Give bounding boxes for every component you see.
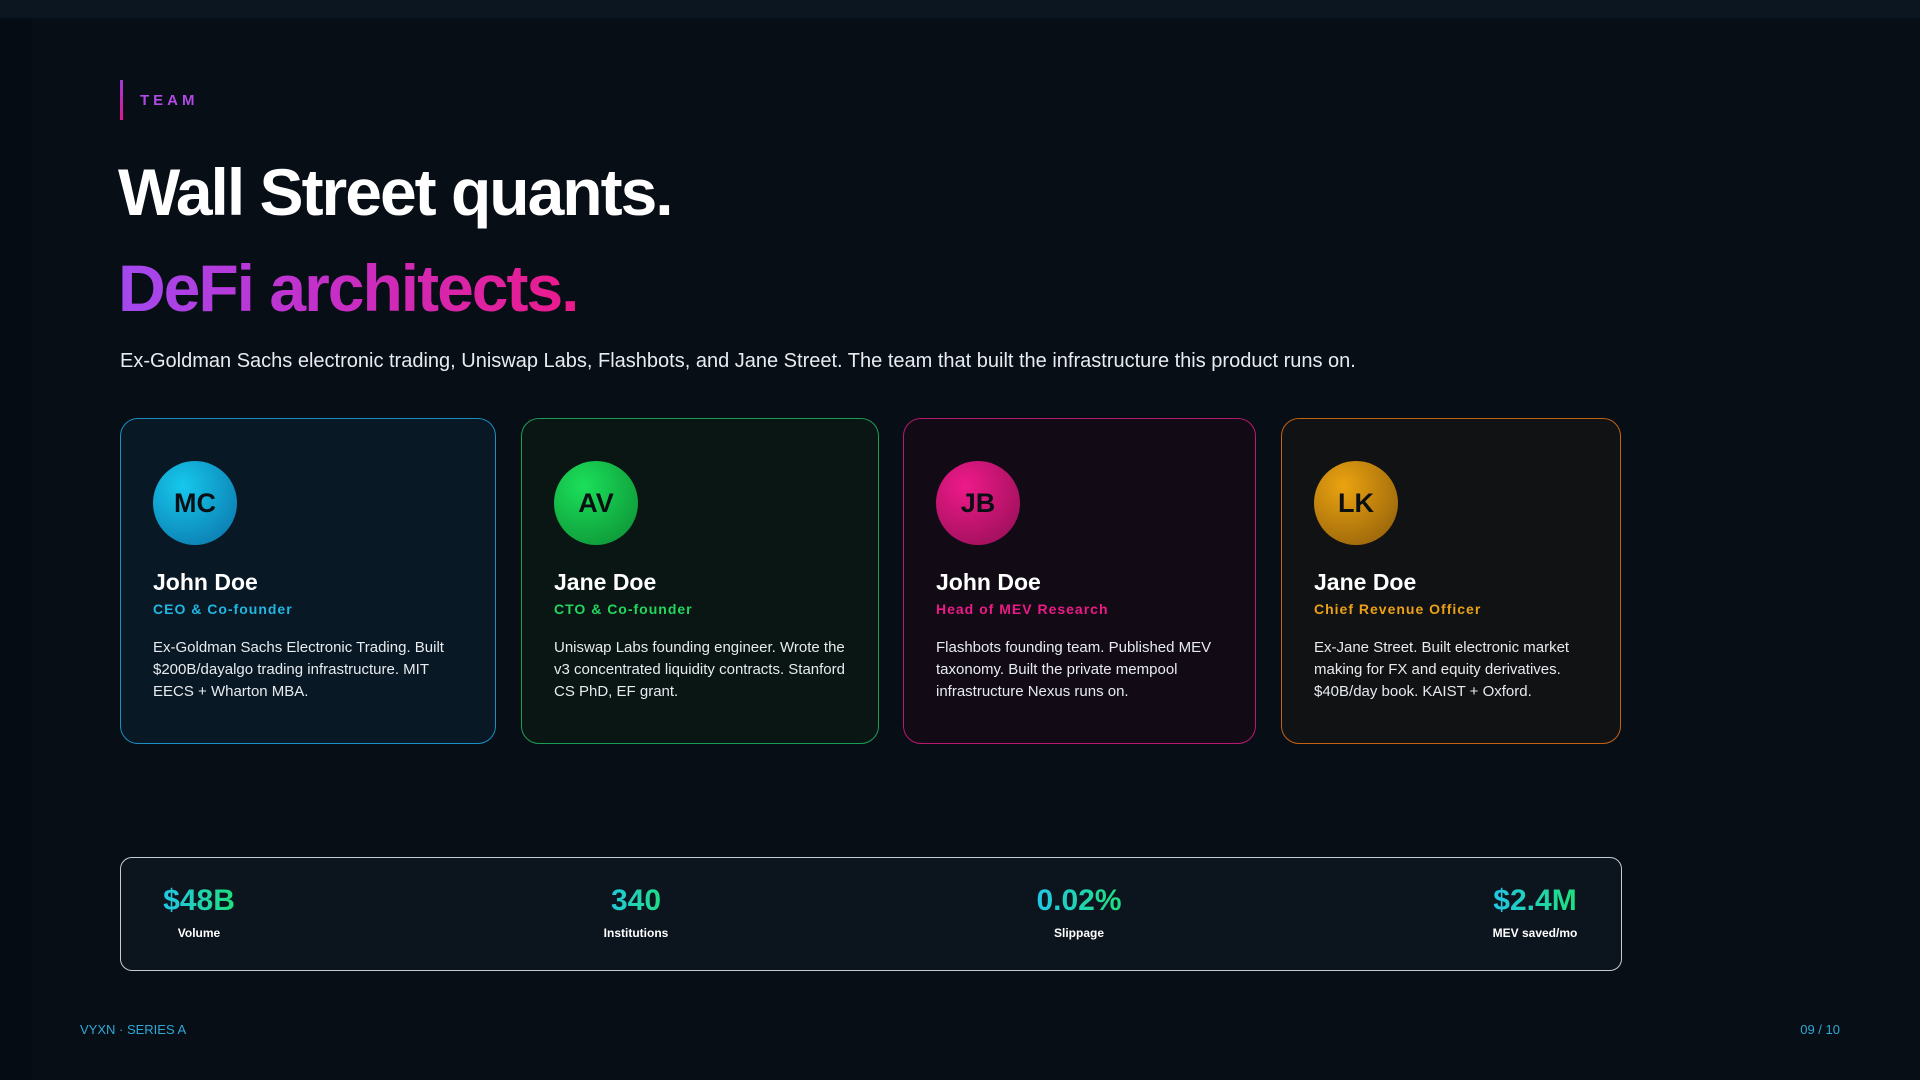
member-name: John Doe [936, 569, 1041, 595]
stat-slippage: 0.02% Slippage [1036, 882, 1121, 940]
section-eyebrow: TEAM [120, 80, 199, 120]
member-role: Head of MEV Research [936, 601, 1109, 617]
stat-value: 340 [604, 882, 669, 920]
member-name: Jane Doe [1314, 569, 1417, 595]
stat-mev-saved: $2.4M MEV saved/mo [1493, 882, 1578, 940]
lede-text: Ex-Goldman Sachs electronic trading, Uni… [120, 350, 1356, 372]
member-bio: Flashbots founding team. Published MEV t… [936, 639, 1212, 700]
stat-label: Slippage [1053, 926, 1105, 940]
member-role: CTO & Co-founder [554, 601, 693, 617]
stat-label: Volume [177, 926, 221, 940]
member-name: John Doe [153, 569, 258, 595]
stat-value: $48B [163, 882, 235, 920]
team-card: LK Jane Doe Chief Revenue Officer Ex-Jan… [1281, 418, 1621, 744]
avatar: JB [936, 461, 1020, 545]
footer-brand: VYXN · SERIES A [80, 1022, 187, 1037]
stats-bar: $48B Volume 340 Institutions 0.02% Slipp… [120, 857, 1622, 971]
left-band [0, 18, 32, 1080]
team-card: MC John Doe CEO & Co-founder Ex-Goldman … [120, 418, 496, 744]
stat-value: $2.4M [1493, 882, 1578, 920]
avatar: LK [1314, 461, 1398, 545]
member-bio: Ex-Goldman Sachs Electronic Trading. Bui… [153, 639, 444, 700]
member-bio: Ex-Jane Street. Built electronic market … [1314, 639, 1570, 700]
eyebrow-accent-bar [120, 80, 123, 120]
eyebrow-label: TEAM [140, 91, 199, 109]
member-role: Chief Revenue Officer [1314, 601, 1482, 617]
team-card: JB John Doe Head of MEV Research Flashbo… [903, 418, 1256, 744]
stat-label: Institutions [603, 926, 669, 940]
member-bio: Uniswap Labs founding engineer. Wrote th… [554, 639, 845, 700]
page-number: 09 / 10 [1800, 1022, 1840, 1037]
top-bar [0, 0, 1920, 18]
stat-volume: $48B Volume [163, 882, 235, 940]
avatar: AV [554, 461, 638, 545]
team-card: AV Jane Doe CTO & Co-founder Uniswap Lab… [521, 418, 879, 744]
headline-line-2: DeFi architects. [118, 248, 580, 328]
member-name: Jane Doe [554, 569, 657, 595]
headline-line-1: Wall Street quants. [118, 155, 674, 229]
stat-label: MEV saved/mo [1492, 926, 1578, 940]
member-role: CEO & Co-founder [153, 601, 293, 617]
stat-institutions: 340 Institutions [604, 882, 669, 940]
stat-value: 0.02% [1036, 882, 1121, 920]
avatar: MC [153, 461, 237, 545]
